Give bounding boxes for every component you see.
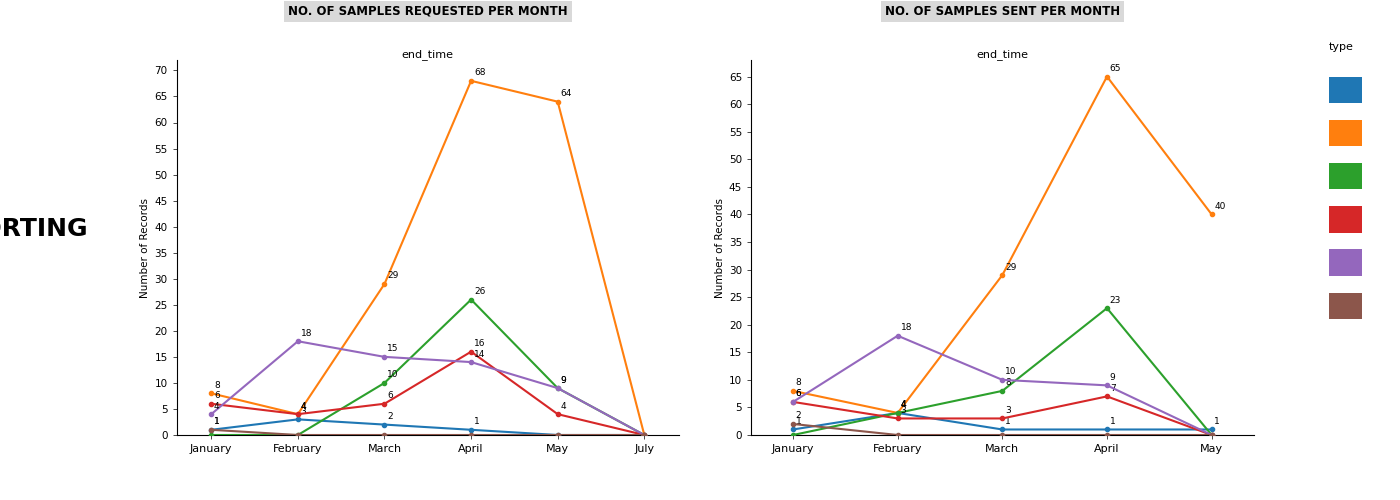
Text: 1: 1	[1110, 417, 1116, 426]
Text: 1: 1	[1005, 417, 1011, 426]
Text: 68: 68	[473, 68, 486, 78]
Text: 7: 7	[1110, 384, 1116, 393]
Text: 29: 29	[388, 272, 399, 280]
Text: 9: 9	[560, 376, 566, 384]
Y-axis label: Number of Records: Number of Records	[715, 198, 725, 298]
Text: 3: 3	[900, 406, 906, 415]
Text: NO. OF SAMPLES REQUESTED PER MONTH: NO. OF SAMPLES REQUESTED PER MONTH	[288, 5, 567, 18]
Text: 2: 2	[388, 412, 393, 421]
Text: 6: 6	[214, 391, 220, 400]
Text: 1: 1	[214, 417, 220, 426]
Text: 4: 4	[214, 402, 220, 410]
Text: 4: 4	[301, 402, 307, 410]
FancyBboxPatch shape	[1329, 292, 1362, 319]
Text: 1: 1	[473, 417, 480, 426]
Text: 26: 26	[473, 287, 486, 296]
Text: 14: 14	[473, 350, 486, 358]
Text: 18: 18	[900, 323, 911, 332]
Y-axis label: Number of Records: Number of Records	[140, 198, 150, 298]
Text: type: type	[1329, 42, 1354, 52]
Text: 4: 4	[900, 400, 906, 409]
Text: 6: 6	[795, 390, 802, 398]
Text: 2: 2	[795, 412, 801, 420]
Title: end_time: end_time	[402, 49, 454, 60]
Text: NO. OF SAMPLES SENT PER MONTH: NO. OF SAMPLES SENT PER MONTH	[885, 5, 1120, 18]
Text: 3: 3	[1005, 406, 1011, 415]
Text: 23: 23	[1110, 296, 1121, 304]
Text: 8: 8	[1005, 378, 1011, 388]
Text: 6: 6	[795, 390, 802, 398]
FancyBboxPatch shape	[1329, 120, 1362, 146]
Text: 18: 18	[301, 328, 312, 338]
Text: 3: 3	[301, 407, 307, 416]
Text: 10: 10	[1005, 368, 1016, 376]
Text: 9: 9	[560, 376, 566, 384]
Text: 40: 40	[1214, 202, 1226, 211]
Text: 65: 65	[1110, 64, 1121, 73]
Title: end_time: end_time	[976, 49, 1029, 60]
Text: 15: 15	[388, 344, 399, 354]
Text: 8: 8	[214, 381, 220, 390]
Text: 4: 4	[900, 400, 906, 409]
FancyBboxPatch shape	[1329, 77, 1362, 103]
Text: 64: 64	[560, 89, 571, 98]
Text: 1: 1	[795, 417, 802, 426]
FancyBboxPatch shape	[1329, 250, 1362, 276]
Text: 29: 29	[1005, 262, 1016, 272]
Text: 4: 4	[900, 400, 906, 409]
Text: 8: 8	[795, 378, 802, 388]
Text: 9: 9	[1110, 373, 1116, 382]
Text: 1: 1	[214, 417, 220, 426]
Text: 4: 4	[560, 402, 566, 410]
FancyBboxPatch shape	[1329, 206, 1362, 233]
Text: 4: 4	[301, 402, 307, 410]
Text: 16: 16	[473, 339, 486, 348]
Text: 1: 1	[1214, 417, 1221, 426]
Text: REPORTING: REPORTING	[0, 217, 88, 241]
Text: 6: 6	[388, 391, 393, 400]
Text: 10: 10	[388, 370, 399, 380]
FancyBboxPatch shape	[1329, 163, 1362, 190]
